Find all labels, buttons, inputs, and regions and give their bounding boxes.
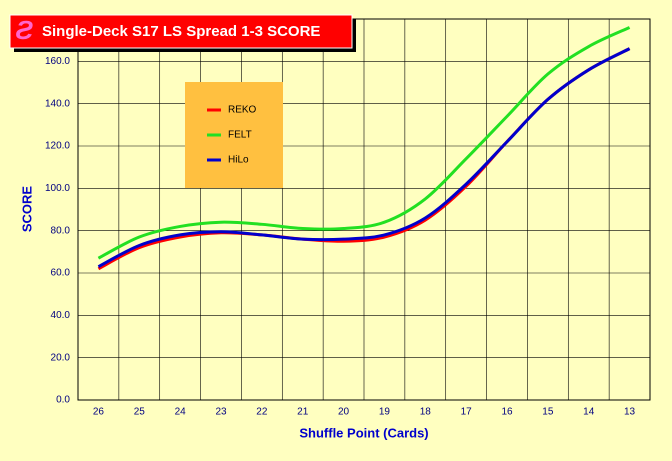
y-tick-label: 140.0	[45, 98, 70, 109]
y-tick-label: 60.0	[51, 268, 71, 279]
x-tick-label: 18	[420, 407, 432, 418]
legend-label: HiLo	[228, 155, 249, 166]
y-tick-label: 0.0	[56, 395, 70, 406]
series-line	[97, 26, 631, 260]
x-tick-label: 24	[175, 407, 187, 418]
plot-border	[77, 18, 651, 401]
x-tick-label: 16	[501, 407, 513, 418]
y-tick-label: 40.0	[51, 310, 71, 321]
y-tick-label: 20.0	[51, 352, 71, 363]
x-tick-label: 22	[256, 407, 268, 418]
x-tick-label: 26	[93, 407, 105, 418]
x-tick-label: 21	[297, 407, 309, 418]
y-tick-label: 80.0	[51, 225, 71, 236]
legend-label: FELT	[228, 130, 252, 141]
y-tick-label: 120.0	[45, 141, 70, 152]
x-tick-label: 23	[215, 407, 227, 418]
x-axis-label: Shuffle Point (Cards)	[299, 425, 428, 440]
chart-title: Single-Deck S17 LS Spread 1-3 SCORE	[42, 23, 320, 40]
logo: Ƨ	[15, 15, 33, 45]
x-tick-label: 17	[461, 407, 473, 418]
x-tick-label: 19	[379, 407, 391, 418]
x-tick-label: 13	[624, 407, 636, 418]
x-tick-label: 14	[583, 407, 595, 418]
legend-box	[185, 82, 283, 188]
x-tick-label: 20	[338, 407, 350, 418]
legend-label: REKO	[228, 105, 257, 116]
x-tick-label: 25	[134, 407, 146, 418]
y-tick-label: 100.0	[45, 183, 70, 194]
x-tick-label: 15	[542, 407, 554, 418]
series-line	[97, 47, 631, 268]
y-tick-label: 160.0	[45, 56, 70, 67]
title-box	[9, 14, 353, 49]
y-axis-label: SCORE	[19, 186, 34, 233]
